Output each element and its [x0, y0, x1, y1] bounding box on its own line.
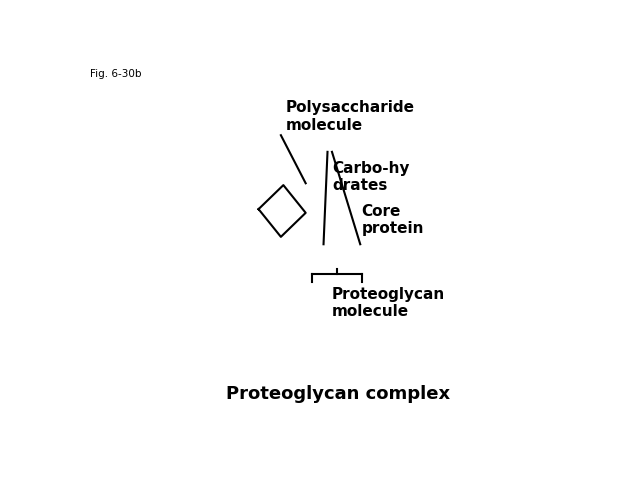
Text: Polysaccharide
molecule: Polysaccharide molecule — [286, 100, 415, 132]
Text: Proteoglycan
molecule: Proteoglycan molecule — [332, 287, 445, 319]
Text: Fig. 6-30b: Fig. 6-30b — [90, 69, 141, 79]
Text: Core
protein: Core protein — [362, 204, 424, 236]
Text: Carbo-hy
drates: Carbo-hy drates — [332, 161, 410, 193]
Text: Proteoglycan complex: Proteoglycan complex — [227, 384, 451, 403]
